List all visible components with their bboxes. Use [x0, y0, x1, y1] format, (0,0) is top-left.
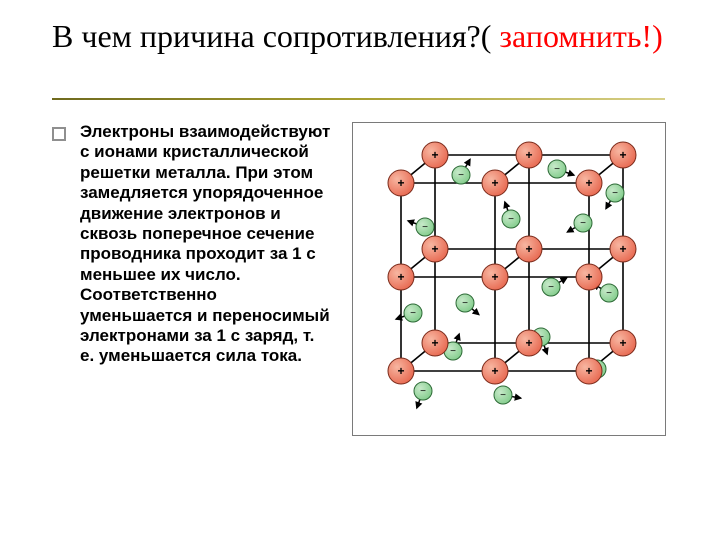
content-row: Электроны взаимодействуют с ионами крист… — [52, 122, 692, 436]
svg-text:+: + — [585, 270, 592, 284]
svg-text:+: + — [619, 148, 626, 162]
electron: − — [548, 160, 574, 178]
svg-text:−: − — [606, 288, 612, 299]
svg-text:−: − — [612, 188, 618, 199]
slide-title: В чем причина сопротивления?( запомнить!… — [52, 18, 672, 55]
svg-text:−: − — [410, 308, 416, 319]
ion: + — [516, 330, 542, 356]
ion: + — [388, 264, 414, 290]
svg-text:+: + — [431, 336, 438, 350]
svg-text:−: − — [580, 218, 586, 229]
svg-text:+: + — [397, 364, 404, 378]
ion: + — [482, 170, 508, 196]
svg-text:−: − — [554, 164, 560, 175]
bullet-block: Электроны взаимодействуют с ионами крист… — [52, 122, 332, 367]
ion: + — [422, 142, 448, 168]
svg-text:−: − — [548, 282, 554, 293]
svg-text:+: + — [585, 364, 592, 378]
ion: + — [610, 236, 636, 262]
electron: − — [502, 202, 520, 228]
svg-text:+: + — [491, 270, 498, 284]
ion: + — [422, 236, 448, 262]
svg-text:+: + — [585, 176, 592, 190]
ion: + — [482, 358, 508, 384]
lattice-diagram: −−−−−−−−−−−−−−−++++++++++++++++++ — [352, 122, 666, 436]
slide: В чем причина сопротивления?( запомнить!… — [0, 0, 720, 540]
svg-text:+: + — [397, 176, 404, 190]
svg-text:+: + — [431, 148, 438, 162]
svg-text:+: + — [525, 242, 532, 256]
svg-text:+: + — [619, 242, 626, 256]
ion: + — [388, 358, 414, 384]
svg-text:−: − — [420, 386, 426, 397]
electron: − — [396, 304, 422, 322]
electron: − — [606, 184, 624, 209]
svg-text:−: − — [500, 390, 506, 401]
ion: + — [610, 330, 636, 356]
svg-text:+: + — [491, 364, 498, 378]
ion: + — [576, 264, 602, 290]
body-text: Электроны взаимодействуют с ионами крист… — [80, 122, 332, 367]
ion: + — [388, 170, 414, 196]
square-bullet-icon — [52, 127, 66, 141]
electron: − — [567, 214, 592, 232]
lattice-svg: −−−−−−−−−−−−−−−++++++++++++++++++ — [353, 123, 665, 435]
title-main: В чем причина сопротивления?( — [52, 18, 491, 54]
title-underline — [52, 98, 665, 100]
svg-text:+: + — [619, 336, 626, 350]
electron: − — [494, 386, 521, 404]
electron: − — [408, 218, 434, 236]
svg-text:+: + — [525, 148, 532, 162]
electron: − — [414, 382, 432, 408]
svg-text:−: − — [462, 298, 468, 309]
svg-text:+: + — [431, 242, 438, 256]
svg-text:+: + — [525, 336, 532, 350]
ion: + — [422, 330, 448, 356]
electron: − — [542, 278, 567, 296]
electron: − — [452, 159, 470, 184]
ion: + — [576, 170, 602, 196]
svg-text:−: − — [508, 214, 514, 225]
ion: + — [482, 264, 508, 290]
svg-text:−: − — [458, 170, 464, 181]
svg-text:−: − — [450, 346, 456, 357]
ion: + — [516, 236, 542, 262]
svg-text:−: − — [422, 222, 428, 233]
electron: − — [456, 294, 479, 315]
svg-text:+: + — [397, 270, 404, 284]
ion: + — [516, 142, 542, 168]
title-highlight: запомнить!) — [499, 18, 662, 54]
svg-text:+: + — [491, 176, 498, 190]
ion: + — [610, 142, 636, 168]
ion: + — [576, 358, 602, 384]
